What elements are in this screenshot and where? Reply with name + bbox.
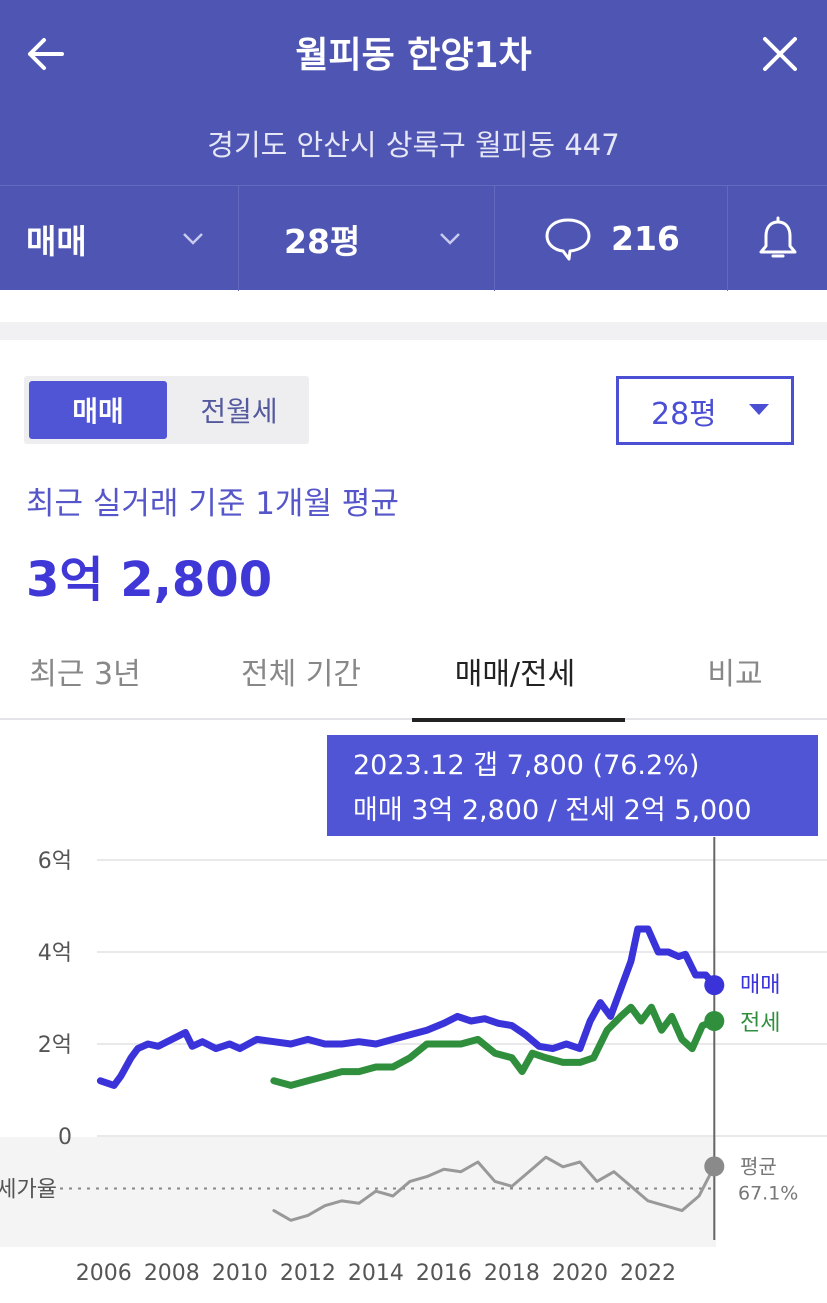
x-tick-label: 2022 (620, 1261, 676, 1286)
x-tick-label: 2008 (144, 1261, 200, 1286)
tab-recent-3y[interactable]: 최근 3년 (29, 657, 141, 692)
jeonse-end-label: 전세 (740, 1011, 780, 1036)
x-tick-label: 2014 (348, 1261, 404, 1286)
period-tabs: 최근 3년 전체 기간 매매/전세 비교 (0, 622, 827, 722)
x-tick-label: 2006 (76, 1261, 132, 1286)
back-button[interactable] (22, 30, 70, 78)
tab-sale-jeonse[interactable]: 매매/전세 (412, 622, 625, 722)
price-chart[interactable]: 6억 4억 2억 0 전세가율 2006 2008 2010 2012 2014 2016 2018 2… (0, 720, 827, 1303)
x-tick-label: 2018 (484, 1261, 540, 1286)
x-tick-label: 2020 (552, 1261, 608, 1286)
page-title: 월피동 한양1차 (295, 35, 532, 76)
average-price: 3억 2,800 (26, 552, 273, 608)
toggle-rent[interactable]: 전월세 (200, 395, 278, 428)
y-tick-label: 0 (58, 1125, 72, 1150)
x-tick-label: 2012 (280, 1261, 336, 1286)
jeonse-end-marker (704, 1011, 725, 1031)
bell-icon (759, 216, 796, 257)
comment-count: 216 (611, 219, 680, 258)
deal-type-toggle: 매매 전월세 (24, 376, 309, 444)
deal-type-label: 매매 (26, 221, 87, 261)
ratio-end-marker (704, 1156, 725, 1177)
toggle-sale[interactable]: 매매 (29, 381, 167, 439)
average-caption: 최근 실거래 기준 1개월 평균 (26, 486, 399, 522)
tab-all-period[interactable]: 전체 기간 (241, 657, 361, 692)
close-button[interactable] (756, 30, 804, 78)
ratio-average-label: 평균 (740, 1154, 777, 1178)
ratio-axis-label: 전세가율 (0, 1177, 57, 1202)
x-tick-label: 2016 (416, 1261, 472, 1286)
y-tick-label: 4억 (38, 941, 72, 966)
sale-end-marker (704, 975, 725, 996)
alert-button[interactable] (728, 186, 827, 291)
size-select[interactable]: 28평 (616, 376, 794, 445)
ratio-series-line (272, 1155, 716, 1222)
triangle-down-icon (749, 404, 769, 415)
ratio-band (0, 1137, 716, 1247)
sale-end-label: 매매 (740, 973, 780, 998)
x-tick-label: 2010 (212, 1261, 268, 1286)
close-icon (763, 37, 797, 71)
y-tick-label: 2억 (38, 1033, 72, 1058)
ratio-average-value: 67.1% (738, 1182, 798, 1204)
y-tick-label: 6억 (38, 849, 72, 874)
tooltip-line-2: 매매 3억 2,800 / 전세 2억 5,000 (353, 795, 752, 826)
section-divider (0, 322, 827, 340)
filter-bar: 매매 28평 216 (0, 185, 827, 291)
arrow-left-icon (28, 38, 64, 70)
size-select-value: 28평 (651, 396, 717, 432)
chart-tooltip: 2023.12 갭 7,800 (76.2%) 매매 3억 2,800 / 전세… (327, 735, 818, 836)
size-label: 28평 (284, 221, 361, 261)
tooltip-line-1: 2023.12 갭 7,800 (76.2%) (353, 750, 700, 781)
address: 경기도 안산시 상록구 월피동 447 (207, 128, 620, 162)
chevron-down-icon (183, 233, 203, 245)
jeonse-series-line (270, 1003, 718, 1089)
chevron-down-icon (440, 233, 460, 245)
deal-type-dropdown[interactable]: 매매 (0, 186, 239, 291)
speech-bubble-icon (545, 218, 591, 260)
comments-button[interactable]: 216 (495, 186, 728, 291)
tab-compare[interactable]: 비교 (707, 657, 763, 692)
sale-series-line (96, 925, 718, 1089)
size-dropdown[interactable]: 28평 (239, 186, 495, 291)
app-header: 월피동 한양1차 경기도 안산시 상록구 월피동 447 매매 28평 216 (0, 0, 827, 291)
